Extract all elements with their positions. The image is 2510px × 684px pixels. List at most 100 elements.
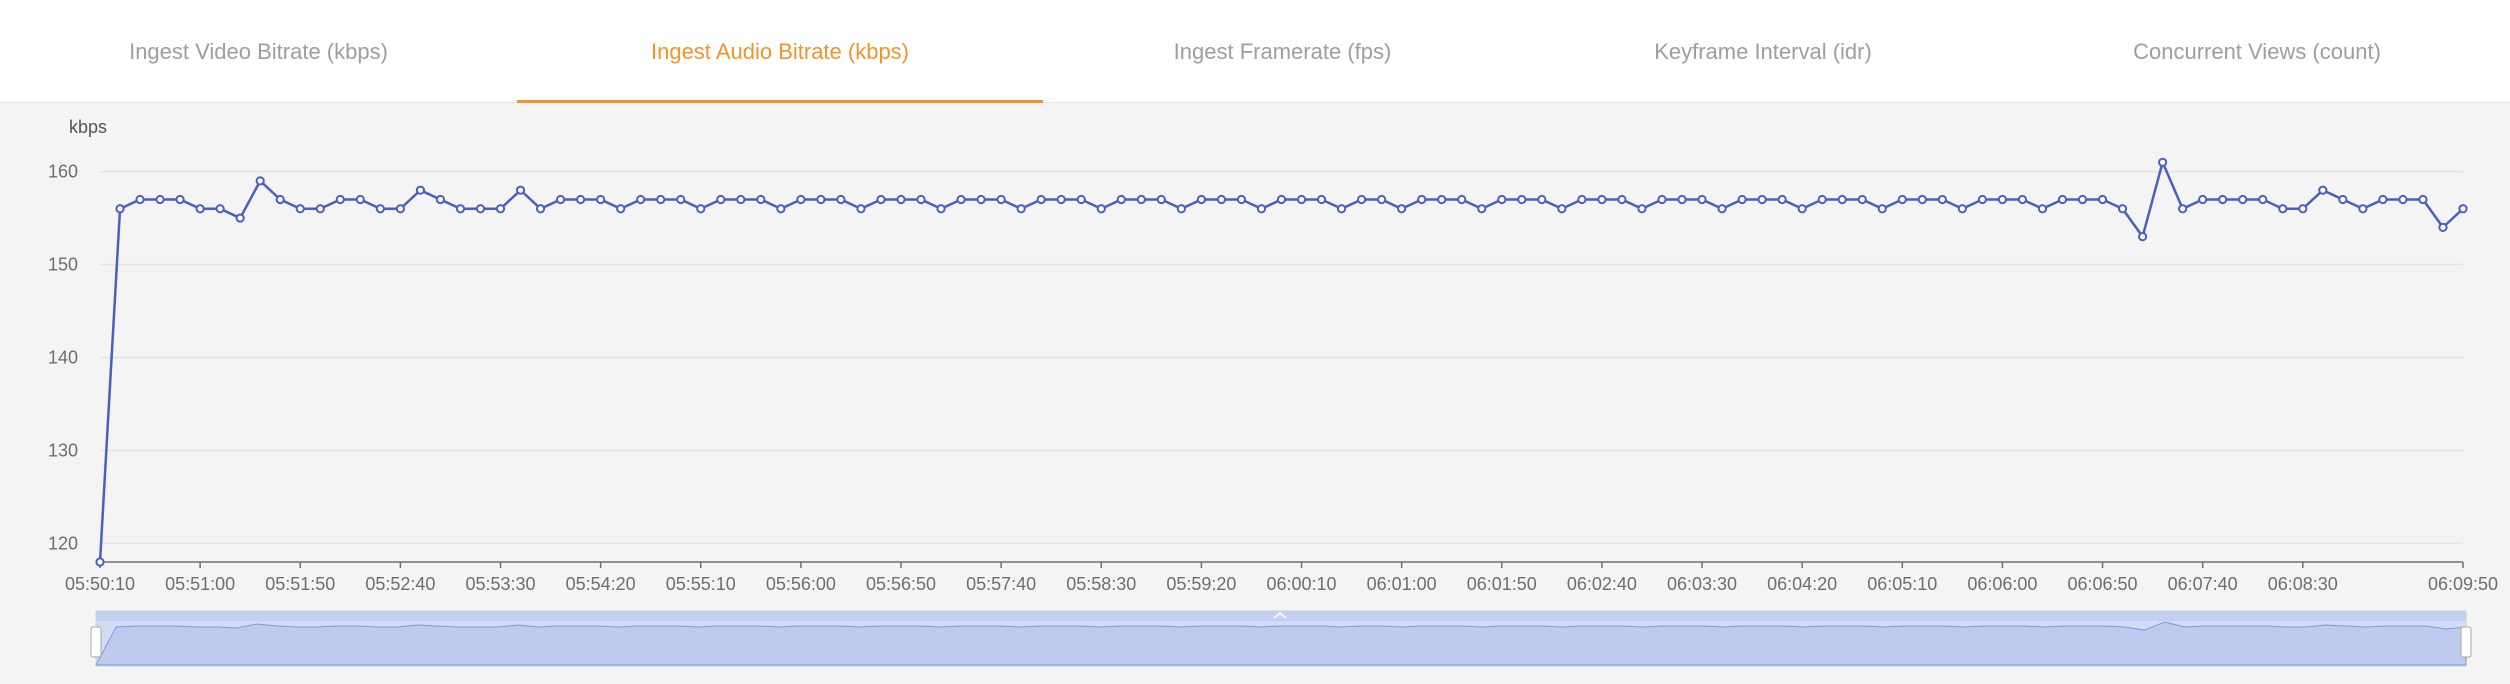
data-point [1777, 194, 1787, 205]
data-point [2238, 194, 2248, 205]
x-tick-label: 05:56:00 [766, 574, 836, 594]
data-point [956, 194, 966, 205]
data-point [335, 194, 345, 205]
data-point [2117, 204, 2128, 214]
data-point [2338, 194, 2348, 205]
data-point [215, 204, 225, 214]
x-tick-label: 06:03:30 [1667, 574, 1737, 594]
data-point [1917, 194, 1927, 205]
data-point [435, 194, 446, 205]
data-point [195, 204, 205, 214]
data-point [936, 204, 946, 214]
data-point [475, 204, 486, 214]
data-point [1296, 194, 1307, 205]
data-point [1336, 204, 1347, 214]
data-point [896, 194, 906, 205]
data-point [1537, 194, 1547, 205]
y-tick-label: 150 [48, 255, 78, 275]
tab-ingest-framerate[interactable]: Ingest Framerate (fps) [1043, 0, 1522, 103]
data-point [255, 176, 265, 186]
data-point [2017, 194, 2028, 205]
data-point [275, 194, 285, 205]
x-tick-label: 06:04:20 [1767, 574, 1837, 594]
data-point [1497, 194, 1507, 205]
x-tick-label: 06:01:50 [1467, 574, 1537, 594]
x-tick-label: 06:05:10 [1867, 574, 1937, 594]
data-point [1357, 194, 1367, 205]
x-tick-label: 05:51:50 [265, 574, 335, 594]
data-point [596, 194, 606, 205]
x-tick-label: 05:50:10 [65, 574, 135, 594]
data-point [1036, 194, 1046, 205]
zoom-handle-right[interactable] [2460, 626, 2472, 658]
data-point [235, 213, 245, 223]
data-point [1276, 194, 1287, 205]
data-point [555, 194, 566, 205]
data-point [1477, 204, 1487, 214]
zoom-grip-icon[interactable] [1273, 612, 1287, 619]
data-point [1176, 204, 1186, 214]
data-point [1397, 204, 1407, 214]
data-point [2378, 194, 2388, 205]
zoom-slider[interactable] [90, 610, 2472, 667]
data-point [716, 194, 726, 205]
data-point [1377, 194, 1387, 205]
data-point [656, 194, 666, 205]
data-point [175, 194, 185, 205]
data-point [796, 194, 806, 205]
x-tick-label: 06:00:10 [1266, 574, 1336, 594]
data-point [576, 194, 586, 205]
data-point [315, 204, 325, 214]
data-point [2218, 194, 2228, 205]
x-tick-label: 06:08:30 [2268, 574, 2338, 594]
data-point [395, 204, 405, 214]
data-point [1577, 194, 1587, 205]
x-tick-label: 05:54:20 [566, 574, 636, 594]
tab-concurrent-views[interactable]: Concurrent Views (count) [2004, 0, 2510, 103]
x-tick-label: 06:07:40 [2168, 574, 2238, 594]
data-point [155, 194, 165, 205]
data-point [2258, 194, 2268, 205]
data-point [1937, 194, 1947, 205]
tab-ingest-video-bitrate[interactable]: Ingest Video Bitrate (kbps) [0, 0, 517, 103]
y-tick-label: 140 [48, 348, 78, 368]
data-point [375, 204, 385, 214]
data-point [816, 194, 826, 205]
data-point [2077, 194, 2088, 205]
data-point [535, 204, 546, 214]
data-point [1597, 194, 1607, 205]
data-point [1196, 194, 1206, 205]
tab-label: Ingest Audio Bitrate (kbps) [650, 38, 910, 64]
data-point [856, 204, 866, 214]
data-point [1096, 204, 1106, 214]
data-point [1797, 204, 1807, 214]
data-point [1236, 194, 1247, 205]
data-point [1617, 194, 1627, 205]
data-point [1657, 194, 1667, 205]
x-tick-label: 05:59:20 [1166, 574, 1236, 594]
data-point [415, 185, 426, 195]
data-point [996, 194, 1006, 205]
data-point [1697, 194, 1707, 205]
y-axis-ticks: 120 130 140 150 160 [48, 162, 78, 554]
data-point [2158, 157, 2168, 167]
data-point [1737, 194, 1747, 205]
tab-ingest-audio-bitrate[interactable]: Ingest Audio Bitrate (kbps) [517, 0, 1043, 103]
tab-keyframe-interval[interactable]: Keyframe Interval (idr) [1522, 0, 2004, 103]
data-point [916, 194, 926, 205]
data-point [1076, 194, 1086, 205]
zoom-top-bar[interactable] [96, 611, 2466, 621]
data-point [1517, 194, 1527, 205]
y-axis-unit-label: kbps [69, 117, 107, 137]
zoom-handle-left[interactable] [90, 626, 102, 658]
data-point [2458, 204, 2468, 214]
data-point [2318, 185, 2328, 195]
data-point [976, 194, 986, 205]
data-point [1997, 194, 2008, 205]
data-point [696, 204, 706, 214]
zoom-preview-area [95, 621, 2467, 666]
x-tick-label: 05:51:00 [165, 574, 235, 594]
x-tick-label: 06:02:40 [1567, 574, 1637, 594]
y-tick-label: 120 [48, 533, 78, 553]
